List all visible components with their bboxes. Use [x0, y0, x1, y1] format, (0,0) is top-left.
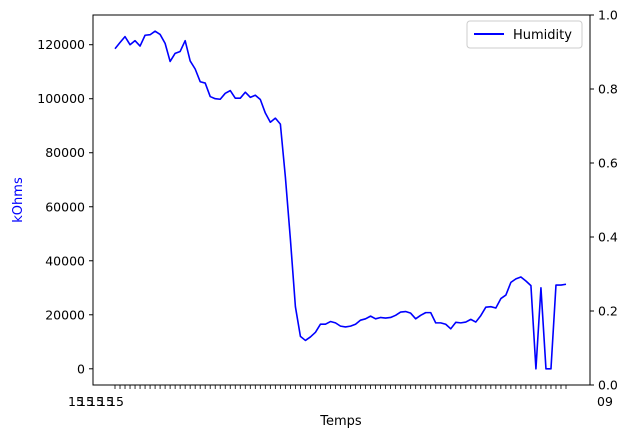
legend-box	[466, 20, 583, 49]
y-tick-label: 60000	[45, 199, 85, 214]
legend: Humidity	[466, 20, 583, 49]
y-tick-label: 0	[77, 361, 85, 376]
right-y-axis: 0.0 0.2 0.4 0.6 0.8 1.0	[590, 8, 618, 393]
x-tick-label: 15	[108, 394, 124, 409]
y2-tick-label: 0.0	[598, 378, 618, 393]
x-tick-label: 09	[597, 394, 613, 409]
y2-tick-label: 1.0	[598, 8, 618, 23]
y2-tick-label: 0.2	[598, 304, 618, 319]
y-tick-label: 120000	[37, 37, 85, 52]
series-line-humidity	[114, 30, 567, 370]
x-tick-label: 15	[98, 394, 114, 409]
y2-tick-label: 0.8	[598, 82, 618, 97]
y-tick-label: 40000	[45, 253, 85, 268]
legend-label-humidity: Humidity	[513, 28, 572, 43]
series-layer	[114, 30, 567, 370]
x-tick-label: 15	[88, 394, 104, 409]
y-axis-title: kOhms	[11, 177, 26, 223]
x-axis-title: Temps	[319, 414, 362, 429]
x-tick-label: 15	[78, 394, 94, 409]
plot-frame	[92, 14, 591, 386]
y-tick-label: 20000	[45, 307, 85, 322]
y2-tick-label: 0.6	[598, 156, 618, 171]
y2-tick-label: 0.4	[598, 230, 618, 245]
x-tick-label: 15	[68, 394, 84, 409]
left-y-axis: 0 20000 40000 60000 80000 100000 120000	[37, 37, 93, 376]
y-tick-label: 100000	[37, 91, 85, 106]
y-tick-label: 80000	[45, 145, 85, 160]
